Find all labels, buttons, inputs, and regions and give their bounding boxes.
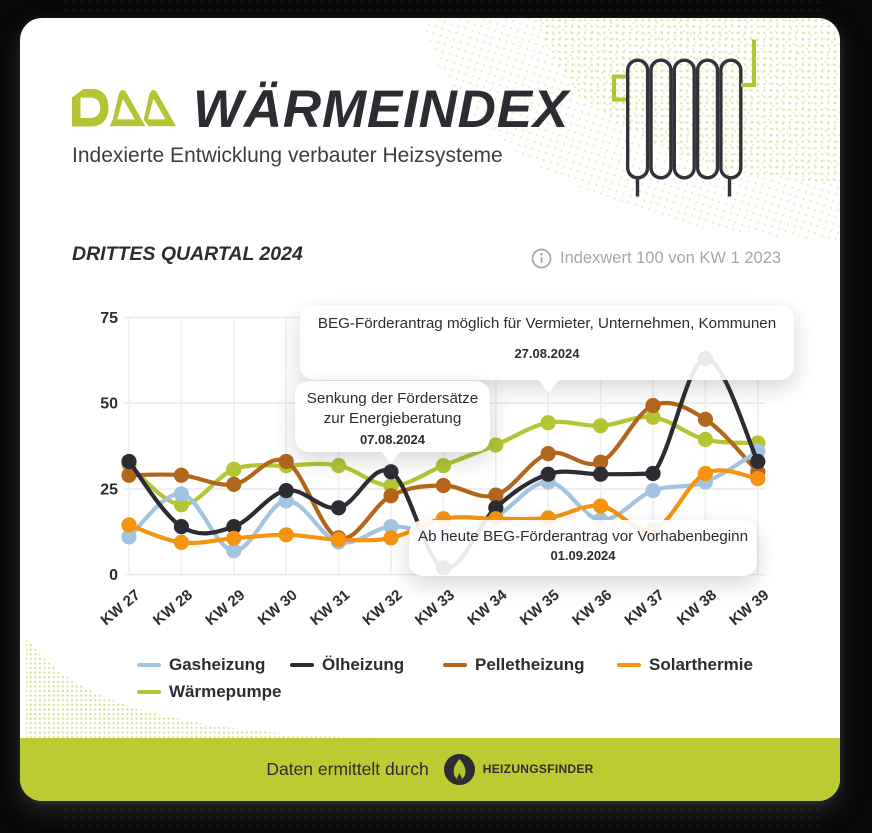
svg-text:KW 39: KW 39 <box>726 587 772 629</box>
svg-text:KW 37: KW 37 <box>622 587 668 629</box>
svg-text:KW 32: KW 32 <box>360 587 406 629</box>
svg-text:KW 27: KW 27 <box>98 587 144 629</box>
svg-text:0: 0 <box>109 567 118 584</box>
svg-text:25: 25 <box>100 481 118 498</box>
svg-text:KW 31: KW 31 <box>307 587 353 629</box>
svg-text:KW 34: KW 34 <box>464 586 511 629</box>
svg-text:KW 36: KW 36 <box>569 587 615 629</box>
svg-text:75: 75 <box>100 310 118 327</box>
svg-text:KW 35: KW 35 <box>517 587 563 629</box>
svg-text:50: 50 <box>100 396 118 413</box>
svg-text:KW 28: KW 28 <box>150 587 196 629</box>
svg-text:KW 29: KW 29 <box>202 587 248 629</box>
svg-text:KW 33: KW 33 <box>412 587 458 629</box>
svg-text:KW 30: KW 30 <box>255 587 301 629</box>
svg-text:KW 38: KW 38 <box>674 587 720 629</box>
